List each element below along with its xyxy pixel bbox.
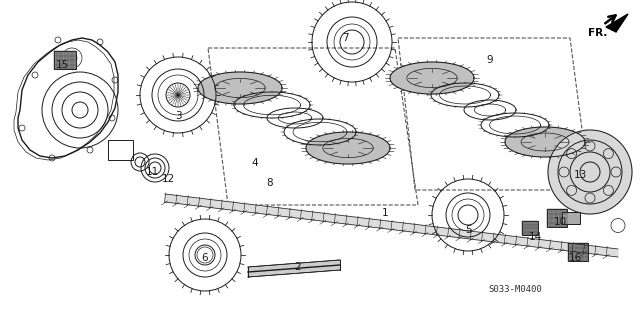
Text: FR.: FR. xyxy=(588,28,607,38)
Text: 7: 7 xyxy=(342,33,348,43)
Polygon shape xyxy=(248,260,340,277)
Text: 2: 2 xyxy=(294,262,301,272)
Text: 5: 5 xyxy=(465,225,471,235)
Polygon shape xyxy=(606,14,628,32)
Polygon shape xyxy=(505,127,585,157)
Bar xyxy=(562,212,580,224)
Text: 6: 6 xyxy=(202,253,208,263)
Text: 9: 9 xyxy=(486,55,493,65)
Polygon shape xyxy=(548,130,632,214)
Polygon shape xyxy=(306,132,390,164)
Text: 16: 16 xyxy=(568,253,582,263)
Text: 4: 4 xyxy=(252,158,259,168)
Text: 8: 8 xyxy=(267,178,273,188)
Bar xyxy=(108,140,133,160)
Bar xyxy=(522,221,538,235)
Bar xyxy=(568,243,588,261)
Text: 3: 3 xyxy=(175,111,181,121)
Text: 12: 12 xyxy=(161,174,175,184)
Bar xyxy=(54,51,76,69)
Polygon shape xyxy=(390,62,474,94)
Polygon shape xyxy=(198,72,282,104)
Polygon shape xyxy=(165,194,618,257)
Text: 1: 1 xyxy=(381,208,388,218)
Text: 13: 13 xyxy=(573,170,587,180)
Text: 11: 11 xyxy=(145,167,159,177)
Text: S033-M0400: S033-M0400 xyxy=(488,286,541,294)
Text: 15: 15 xyxy=(56,60,68,70)
Bar xyxy=(547,209,567,227)
Text: 14: 14 xyxy=(529,232,541,242)
Text: 10: 10 xyxy=(554,217,566,227)
